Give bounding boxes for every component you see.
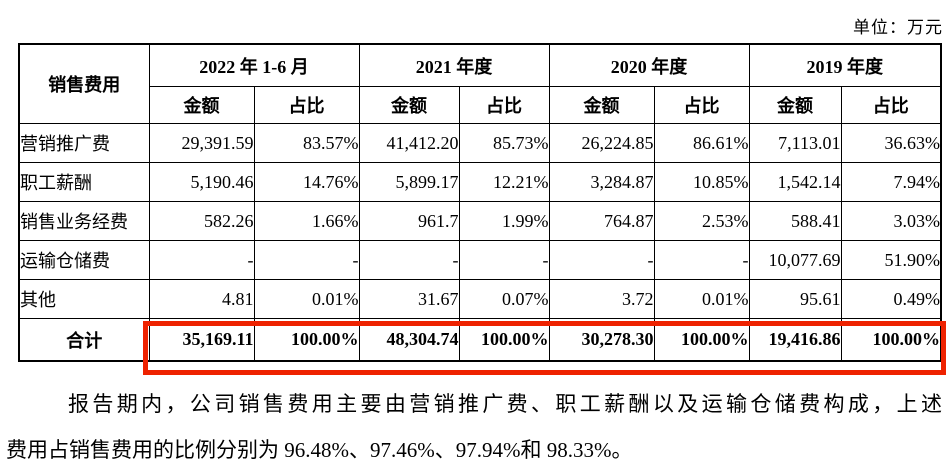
table-cell: -	[253, 240, 360, 280]
table-cell: 0.49%	[840, 279, 942, 319]
table-cell: 588.41	[748, 201, 842, 241]
table-cell: 0.07%	[458, 279, 550, 319]
sub-header-amount-2019: 金额	[748, 86, 842, 124]
table-cell: 582.26	[148, 201, 255, 241]
period-header-2019: 2019 年度	[748, 43, 942, 87]
sub-header-ratio-2021: 占比	[458, 86, 550, 124]
row-label: 其他	[18, 279, 150, 319]
table-cell: -	[653, 240, 750, 280]
table-cell: 3.03%	[840, 201, 942, 241]
unit-label: 单位：万元	[853, 18, 943, 37]
table-cell: 29,391.59	[148, 123, 255, 163]
table-cell: 86.61%	[653, 123, 750, 163]
table-cell: 1.66%	[253, 201, 360, 241]
table-row-sales-business-expense: 销售业务经费 582.26 1.66% 961.7 1.99% 764.87 2…	[18, 201, 942, 241]
table-cell: 95.61	[748, 279, 842, 319]
table-cell: 100.00%	[840, 318, 942, 362]
table-cell: -	[148, 240, 255, 280]
table-row-transport-warehousing: 运输仓储费 - - - - - - 10,077.69 51.90%	[18, 240, 942, 280]
table-cell: 85.73%	[458, 123, 550, 163]
table-cell: 10,077.69	[748, 240, 842, 280]
table-cell: 26,224.85	[548, 123, 655, 163]
table-cell: -	[458, 240, 550, 280]
table-cell: 51.90%	[840, 240, 942, 280]
paragraph-line: 费用占销售费用的比例分别为 96.48%、97.46%、97.94%和 98.3…	[6, 438, 633, 462]
period-header-2020: 2020 年度	[548, 43, 750, 87]
table-cell: 41,412.20	[358, 123, 460, 163]
table-cell: 1.99%	[458, 201, 550, 241]
table-cell: 83.57%	[253, 123, 360, 163]
body-paragraph: 报告期内，公司销售费用主要由营销推广费、职工薪酬以及运输仓储费构成，上述 费用占…	[6, 381, 942, 468]
period-header-row: 销售费用 2022 年 1-6 月 2021 年度 2020 年度 2019 年…	[18, 43, 942, 124]
table-cell: 0.01%	[653, 279, 750, 319]
table-corner-header: 销售费用	[18, 43, 150, 124]
row-label: 销售业务经费	[18, 201, 150, 241]
sub-header-amount-2022: 金额	[148, 86, 255, 124]
table-row-total: 合计 35,169.11 100.00% 48,304.74 100.00% 3…	[18, 318, 942, 362]
table-cell: 3.72	[548, 279, 655, 319]
row-label: 职工薪酬	[18, 162, 150, 202]
period-header-2021: 2021 年度	[358, 43, 550, 87]
table-cell: 7,113.01	[748, 123, 842, 163]
period-header-2022: 2022 年 1-6 月	[148, 43, 360, 87]
sales-expenses-table: 销售费用 2022 年 1-6 月 2021 年度 2020 年度 2019 年…	[18, 43, 942, 362]
table-cell: 764.87	[548, 201, 655, 241]
total-row-label: 合计	[18, 318, 150, 362]
table-cell: 3,284.87	[548, 162, 655, 202]
table-cell: 100.00%	[458, 318, 550, 362]
table-row-other: 其他 4.81 0.01% 31.67 0.07% 3.72 0.01% 95.…	[18, 279, 942, 319]
table-cell: 4.81	[148, 279, 255, 319]
table-cell: 100.00%	[653, 318, 750, 362]
sub-header-ratio-2020: 占比	[653, 86, 750, 124]
sub-header-ratio-2019: 占比	[840, 86, 942, 124]
table-row-marketing-promotion: 营销推广费 29,391.59 83.57% 41,412.20 85.73% …	[18, 123, 942, 163]
table-cell: 5,190.46	[148, 162, 255, 202]
sub-header-amount-2021: 金额	[358, 86, 460, 124]
table-cell: 31.67	[358, 279, 460, 319]
row-label: 营销推广费	[18, 123, 150, 163]
table-cell: 48,304.74	[358, 318, 460, 362]
table-cell: 2.53%	[653, 201, 750, 241]
table-cell: 7.94%	[840, 162, 942, 202]
table-cell: 30,278.30	[548, 318, 655, 362]
row-label: 运输仓储费	[18, 240, 150, 280]
table-cell: 1,542.14	[748, 162, 842, 202]
table-cell: 14.76%	[253, 162, 360, 202]
table-cell: 961.7	[358, 201, 460, 241]
paragraph-line: 报告期内，公司销售费用主要由营销推广费、职工薪酬以及运输仓储费构成，上述	[68, 392, 942, 416]
table-cell: 5,899.17	[358, 162, 460, 202]
table-cell: -	[358, 240, 460, 280]
table-cell: 36.63%	[840, 123, 942, 163]
table-cell: 19,416.86	[748, 318, 842, 362]
sub-header-amount-2020: 金额	[548, 86, 655, 124]
sub-header-ratio-2022: 占比	[253, 86, 360, 124]
table-cell: 12.21%	[458, 162, 550, 202]
table-cell: 100.00%	[253, 318, 360, 362]
sub-header-row: 金额 占比 金额 占比 金额 占比 金额 占比	[19, 86, 942, 124]
table-cell: 35,169.11	[148, 318, 255, 362]
table-cell: 10.85%	[653, 162, 750, 202]
table-row-staff-compensation: 职工薪酬 5,190.46 14.76% 5,899.17 12.21% 3,2…	[18, 162, 942, 202]
table-cell: -	[548, 240, 655, 280]
table-cell: 0.01%	[253, 279, 360, 319]
